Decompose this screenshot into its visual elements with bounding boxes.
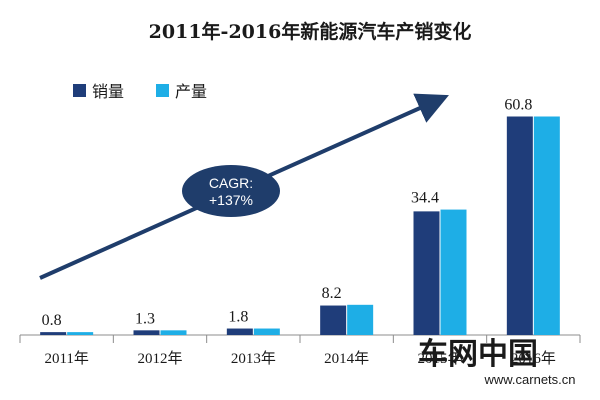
bar-sales (226, 328, 253, 335)
legend-label-production: 产量 (175, 82, 207, 101)
legend-label-sales: 销量 (92, 82, 124, 101)
data-label: 0.8 (42, 312, 62, 329)
bar-sales (320, 305, 347, 335)
x-tick-label: 2012年 (137, 350, 182, 367)
watermark-brand: 车网中国 (418, 337, 538, 372)
data-label: 1.3 (135, 310, 155, 327)
cagr-label: CAGR: (209, 175, 253, 191)
watermark-url: www.carnets.cn (483, 372, 575, 387)
cagr-ellipse (182, 165, 280, 217)
watermark: 车网中国 www.carnets.cn (418, 337, 576, 387)
data-label: 60.8 (504, 97, 532, 114)
x-tick-label: 2013年 (231, 350, 276, 367)
cagr-annotation: CAGR: +137% (182, 165, 280, 217)
bar-production (347, 304, 374, 335)
bar-sales (133, 330, 160, 335)
x-tick-label: 2016年 (511, 350, 556, 367)
plot-area: 0.8 2011年 1.3 2012年 1.8 2013年 8.2 2014年 34.4 2015… (19, 97, 581, 367)
bar-production (440, 209, 467, 335)
bar-production (67, 332, 94, 335)
bar-production (160, 330, 187, 335)
data-label: 34.4 (411, 190, 439, 207)
cagr-value: +137% (209, 192, 253, 208)
legend-swatch-production (156, 84, 169, 97)
bar-sales (40, 332, 67, 335)
bar-production (533, 116, 560, 335)
bar-sales (506, 116, 533, 335)
x-tick-label: 2015年 (417, 350, 462, 367)
data-label: 8.2 (322, 285, 342, 302)
bar-sales (413, 211, 440, 335)
legend: 销量 产量 (73, 82, 207, 101)
bar-production (253, 328, 280, 335)
legend-swatch-sales (73, 84, 86, 97)
x-tick-label: 2011年 (44, 350, 88, 367)
chart-title: 2011年-2016年新能源汽车产销变化 (149, 20, 472, 43)
data-label: 1.8 (228, 309, 248, 326)
x-tick-label: 2014年 (324, 350, 369, 367)
